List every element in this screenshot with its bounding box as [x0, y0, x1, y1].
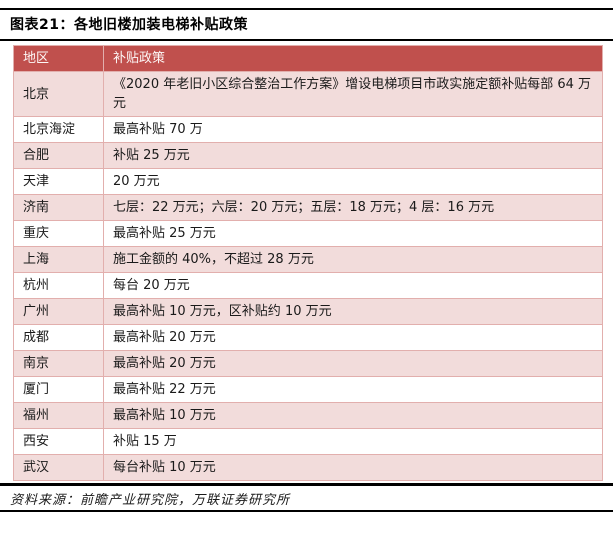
region-cell: 福州: [13, 402, 104, 429]
table-row: 济南 七层：22 万元；六层：20 万元；五层：18 万元；4 层：16 万元: [13, 194, 603, 221]
region-cell: 杭州: [13, 272, 104, 299]
table-row: 武汉 每台补贴 10 万元: [13, 454, 603, 481]
horizontal-rule-under-title: [0, 39, 613, 41]
region-cell: 西安: [13, 428, 104, 455]
policy-cell: 最高补贴 22 万元: [103, 376, 603, 403]
region-cell: 成都: [13, 324, 104, 351]
region-cell: 上海: [13, 246, 104, 273]
policy-cell: 补贴 25 万元: [103, 142, 603, 169]
column-header-policy: 补贴政策: [103, 45, 603, 72]
table-row: 天津 20 万元: [13, 168, 603, 195]
table-row: 福州 最高补贴 10 万元: [13, 402, 603, 429]
table-row: 杭州 每台 20 万元: [13, 272, 603, 299]
region-cell: 济南: [13, 194, 104, 221]
policy-cell: 补贴 15 万: [103, 428, 603, 455]
region-cell: 广州: [13, 298, 104, 325]
region-cell: 南京: [13, 350, 104, 377]
region-cell: 武汉: [13, 454, 104, 481]
policy-cell: 最高补贴 25 万元: [103, 220, 603, 247]
table-row: 厦门 最高补贴 22 万元: [13, 376, 603, 403]
region-cell: 合肥: [13, 142, 104, 169]
table-row: 北京 《2020 年老旧小区综合整治工作方案》增设电梯项目市政实施定额补贴每部 …: [13, 71, 603, 117]
table-row: 成都 最高补贴 20 万元: [13, 324, 603, 351]
policy-cell: 最高补贴 10 万元: [103, 402, 603, 429]
table-row: 重庆 最高补贴 25 万元: [13, 220, 603, 247]
policy-cell: 七层：22 万元；六层：20 万元；五层：18 万元；4 层：16 万元: [103, 194, 603, 221]
policy-cell: 20 万元: [103, 168, 603, 195]
region-cell: 北京: [13, 71, 104, 117]
policy-cell: 最高补贴 70 万: [103, 116, 603, 143]
horizontal-rule-bottom: [0, 510, 613, 512]
horizontal-rule-top: [0, 8, 613, 10]
region-cell: 北京海淀: [13, 116, 104, 143]
table-row: 上海 施工金额的 40%，不超过 28 万元: [13, 246, 603, 273]
figure-title: 图表21：各地旧楼加装电梯补贴政策: [10, 17, 248, 33]
region-cell: 厦门: [13, 376, 104, 403]
region-cell: 天津: [13, 168, 104, 195]
table-row: 北京海淀 最高补贴 70 万: [13, 116, 603, 143]
table-row: 西安 补贴 15 万: [13, 428, 603, 455]
policy-cell: 最高补贴 20 万元: [103, 350, 603, 377]
column-header-region: 地区: [13, 45, 104, 72]
policy-cell: 每台补贴 10 万元: [103, 454, 603, 481]
policy-cell: 最高补贴 10 万元，区补贴约 10 万元: [103, 298, 603, 325]
table-header-row: 地区 补贴政策: [13, 45, 603, 72]
policy-cell: 施工金额的 40%，不超过 28 万元: [103, 246, 603, 273]
source-note: 资料来源：前瞻产业研究院，万联证券研究所: [10, 493, 291, 508]
horizontal-rule-above-source: [0, 483, 613, 486]
policy-cell: 每台 20 万元: [103, 272, 603, 299]
policy-cell: 最高补贴 20 万元: [103, 324, 603, 351]
subsidy-policy-table: 地区 补贴政策 北京 《2020 年老旧小区综合整治工作方案》增设电梯项目市政实…: [13, 45, 603, 481]
table-row: 南京 最高补贴 20 万元: [13, 350, 603, 377]
policy-cell: 《2020 年老旧小区综合整治工作方案》增设电梯项目市政实施定额补贴每部 64 …: [103, 71, 603, 117]
table-row: 广州 最高补贴 10 万元，区补贴约 10 万元: [13, 298, 603, 325]
table-row: 合肥 补贴 25 万元: [13, 142, 603, 169]
region-cell: 重庆: [13, 220, 104, 247]
